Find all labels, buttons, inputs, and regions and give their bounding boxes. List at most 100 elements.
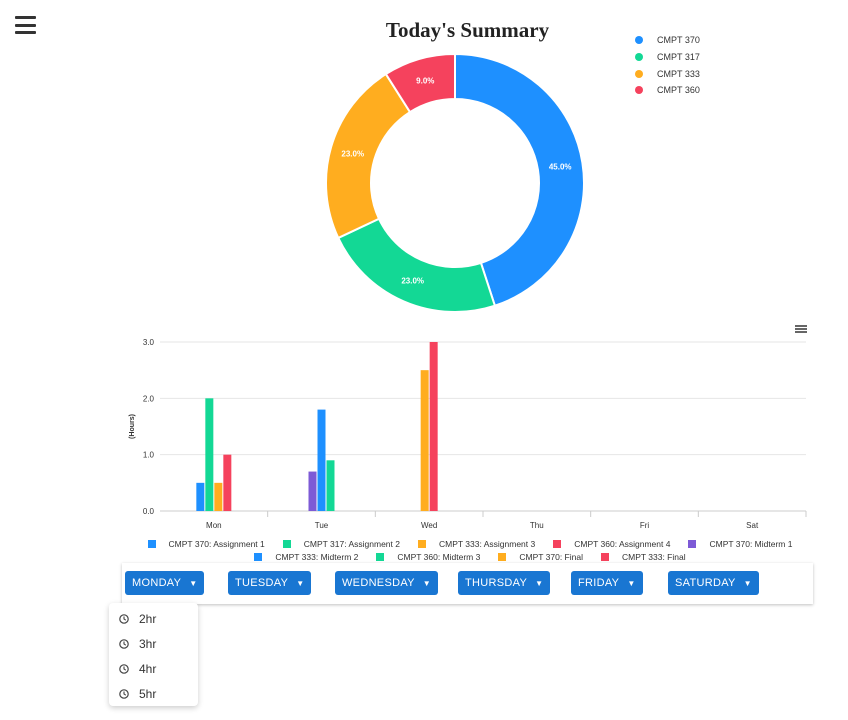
legend-swatch <box>688 539 697 548</box>
legend-swatch <box>498 552 507 561</box>
bar[interactable] <box>223 454 232 511</box>
legend-label: CMPT 333: Final <box>621 551 686 562</box>
legend-item[interactable]: CMPT 333: Midterm 2 <box>254 552 358 562</box>
donut-chart: 45.0% 23.0% 23.0% 9.0% <box>325 52 585 313</box>
day-label: TUESDAY <box>235 577 289 589</box>
hamburger-menu-icon[interactable] <box>15 16 36 34</box>
legend-label: CMPT 370: Midterm 1 <box>709 538 793 549</box>
slice-label: 23.0% <box>401 277 424 286</box>
day-label: MONDAY <box>132 577 182 589</box>
legend-label: CMPT 370: Final <box>519 551 583 562</box>
chevron-down-icon: ▼ <box>296 578 305 588</box>
legend-item-cmpt-370[interactable]: CMPT 370 <box>635 32 700 49</box>
chart-title: Today's Summary <box>385 18 550 42</box>
legend-item[interactable]: CMPT 360: Assignment 4 <box>553 539 670 549</box>
legend-item[interactable]: CMPT 333: Assignment 3 <box>418 539 535 549</box>
legend-item-cmpt-360[interactable]: CMPT 360 <box>635 82 700 99</box>
legend-label: CMPT 317 <box>657 52 700 63</box>
x-tick-label: Thu <box>530 521 544 530</box>
legend-item[interactable]: CMPT 370: Midterm 1 <box>688 539 792 549</box>
hours-dropdown-menu: 2hr 3hr 4hr 5hr <box>109 603 198 706</box>
dropdown-option-5hr[interactable]: 5hr <box>109 681 198 706</box>
legend-label: CMPT 360: Assignment 4 <box>574 538 671 549</box>
legend-swatch <box>147 539 156 548</box>
bar[interactable] <box>196 482 205 511</box>
day-label: THURSDAY <box>465 577 528 589</box>
legend-label: CMPT 333: Assignment 3 <box>439 538 536 549</box>
legend-label: CMPT 370 <box>657 35 700 46</box>
legend-swatch <box>600 552 609 561</box>
donut-slice[interactable] <box>384 52 456 114</box>
bar[interactable] <box>214 482 223 511</box>
clock-icon <box>119 688 129 699</box>
chevron-down-icon: ▼ <box>189 578 198 588</box>
legend-label: CMPT 333 <box>657 68 700 79</box>
dropdown-option-3hr[interactable]: 3hr <box>109 631 198 656</box>
bar-chart: 0.0 1.0 2.0 3.0 (Hours) Mon Tue Wed Thu Fri Sat <box>129 338 807 530</box>
bar[interactable] <box>420 370 429 511</box>
y-tick-label: 3.0 <box>143 338 155 347</box>
bar[interactable] <box>308 471 317 511</box>
legend-item[interactable]: CMPT 317: Assignment 2 <box>282 538 400 549</box>
option-label: 2hr <box>139 611 157 626</box>
y-axis-label: (Hours) <box>129 414 136 439</box>
friday-button[interactable]: FRIDAY ▼ <box>571 571 643 595</box>
slice-label: 23.0% <box>341 149 364 158</box>
legend-dot <box>635 36 643 45</box>
legend-label: CMPT 360: Midterm 3 <box>397 551 481 562</box>
day-label: WEDNESDAY <box>342 577 415 589</box>
option-label: 3hr <box>139 636 157 651</box>
legend-swatch <box>418 539 426 548</box>
legend-swatch <box>553 539 562 548</box>
legend-label: CMPT 370: Assignment 1 <box>168 538 265 549</box>
slice-label: 45.0% <box>549 162 572 171</box>
legend-swatch <box>282 539 291 548</box>
x-tick-label: Sat <box>746 521 759 530</box>
chevron-down-icon: ▼ <box>743 578 752 588</box>
chevron-down-icon: ▼ <box>422 578 432 588</box>
y-tick-label: 1.0 <box>143 451 155 460</box>
legend-label: CMPT 333: Midterm 2 <box>275 551 359 562</box>
bar-legend: CMPT 370: Assignment 1 CMPT 317: Assignm… <box>125 537 815 563</box>
chart-menu-icon[interactable] <box>795 325 807 334</box>
legend-item[interactable]: CMPT 333: Final <box>600 551 686 562</box>
legend-label: CMPT 317: Assignment 2 <box>303 538 400 549</box>
monday-button[interactable]: MONDAY ▼ <box>125 571 205 595</box>
x-tick-label: Tue <box>315 521 329 530</box>
day-label: SATURDAY <box>675 577 736 589</box>
chevron-down-icon: ▼ <box>627 578 636 588</box>
legend-label: CMPT 360 <box>657 85 700 96</box>
option-label: 4hr <box>139 661 157 676</box>
dropdown-option-4hr[interactable]: 4hr <box>109 656 198 681</box>
clock-icon <box>119 613 129 624</box>
y-tick-label: 0.0 <box>143 507 155 516</box>
dropdown-option-2hr[interactable]: 2hr <box>109 606 198 631</box>
donut-slice[interactable] <box>454 52 585 307</box>
saturday-button[interactable]: SATURDAY ▼ <box>668 571 759 595</box>
legend-dot <box>635 86 643 95</box>
legend-item[interactable]: CMPT 370: Assignment 1 <box>147 538 265 549</box>
bar[interactable] <box>317 409 326 511</box>
legend-swatch <box>376 552 385 561</box>
option-label: 5hr <box>139 686 157 701</box>
legend-item[interactable]: CMPT 360: Midterm 3 <box>376 552 480 562</box>
y-tick-label: 2.0 <box>143 394 155 403</box>
tuesday-button[interactable]: TUESDAY ▼ <box>228 571 312 595</box>
bar[interactable] <box>326 460 335 511</box>
chevron-down-icon: ▼ <box>535 578 544 588</box>
legend-row: CMPT 370: Assignment 1 CMPT 317: Assignm… <box>125 537 815 550</box>
legend-item-cmpt-333[interactable]: CMPT 333 <box>635 65 700 82</box>
slice-label: 9.0% <box>416 77 434 86</box>
bar[interactable] <box>429 342 438 511</box>
clock-icon <box>119 663 129 674</box>
legend-dot <box>635 69 643 78</box>
bar[interactable] <box>205 398 214 511</box>
wednesday-button[interactable]: WEDNESDAY ▼ <box>335 571 439 595</box>
legend-row: CMPT 333: Midterm 2 CMPT 360: Midterm 3 … <box>125 550 815 563</box>
thursday-button[interactable]: THURSDAY ▼ <box>458 571 551 595</box>
day-label: FRIDAY <box>578 577 620 589</box>
legend-swatch <box>254 552 263 561</box>
legend-item[interactable]: CMPT 370: Final <box>498 552 583 562</box>
legend-item-cmpt-317[interactable]: CMPT 317 <box>635 49 700 66</box>
day-selector-bar: MONDAY ▼ TUESDAY ▼ WEDNESDAY ▼ THURSDAY ▼ FR… <box>122 563 813 604</box>
